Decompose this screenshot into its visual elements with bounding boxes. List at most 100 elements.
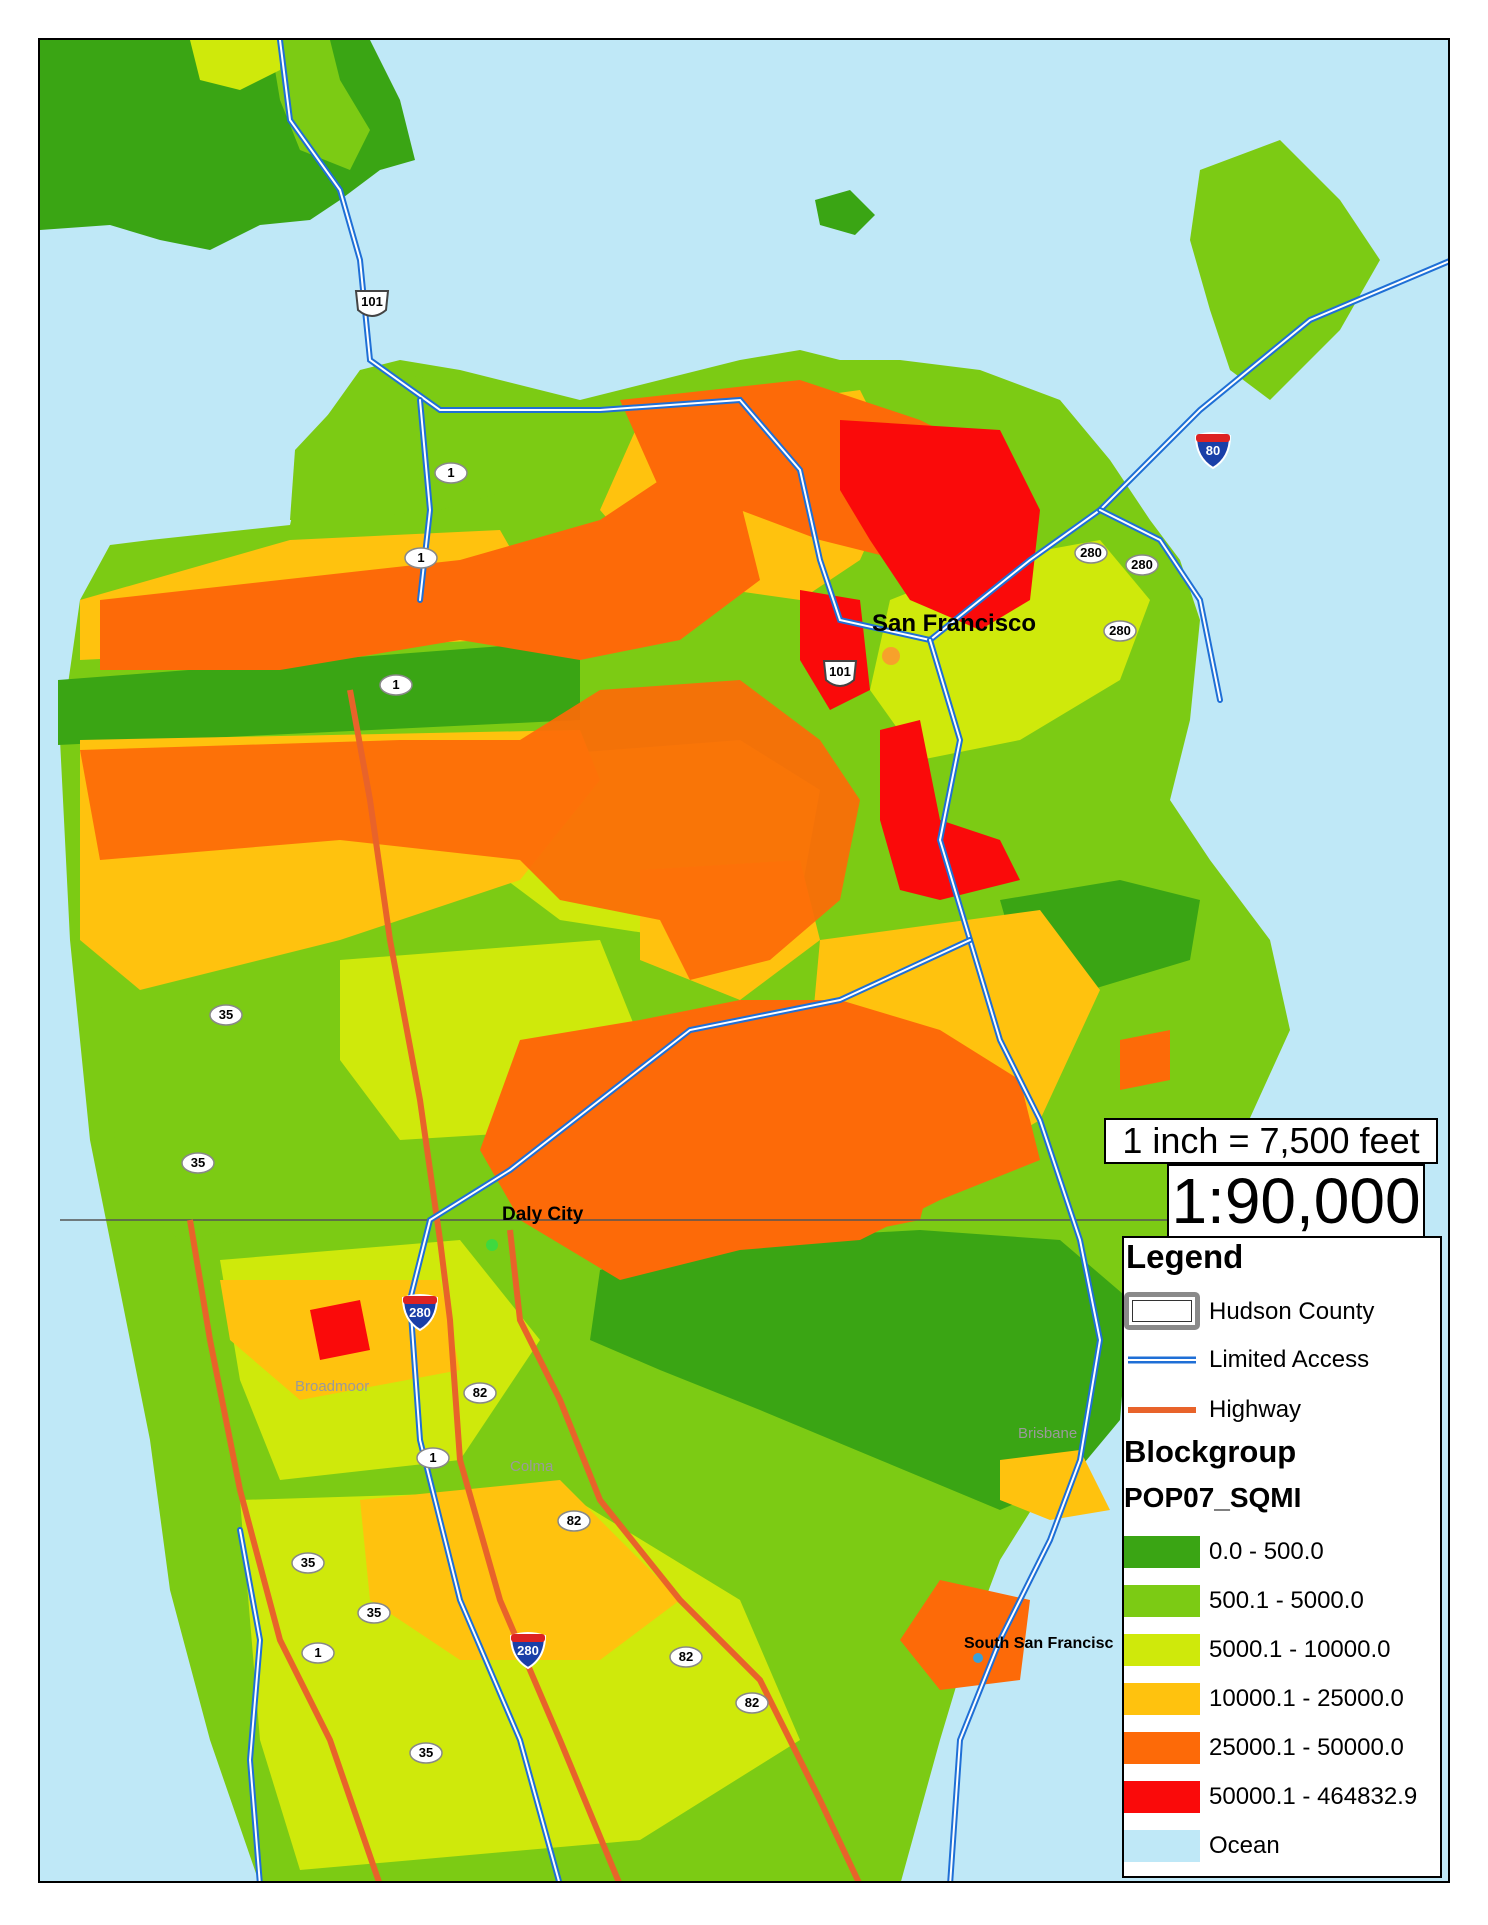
legend-class-item: 25000.1 - 50000.0 [1124,1726,1440,1766]
legend-group-title: Blockgroup [1124,1434,1297,1469]
zone-do5 [740,1100,940,1240]
route-shield-number: 1 [447,465,455,480]
route-shield-number: 80 [1205,443,1221,458]
legend-item-boundary: Hudson County [1124,1290,1440,1330]
route-shield-number: 101 [361,294,383,309]
route-shield-1: 1 [415,1445,451,1476]
route-shield-35: 35 [356,1600,392,1631]
route-shield-82: 82 [668,1644,704,1675]
map-canvas[interactable] [40,40,1450,1883]
legend-class-label: Ocean [1209,1832,1280,1859]
brisbane-zone [1000,1450,1110,1520]
town-label-broadmoor: Broadmoor [295,1378,370,1395]
route-shield-number: 1 [392,677,400,692]
route-shield-number: 280 [517,1643,539,1658]
zone-r3 [880,720,1020,900]
route-shield-101: 101 [352,288,392,327]
legend-class-swatch [1124,1732,1200,1764]
legend-box: Legend Hudson County Limited Access High… [1122,1236,1442,1878]
legend-field-title: POP07_SQMI [1124,1482,1302,1513]
route-shield-number: 280 [1131,557,1153,572]
legend-class-item: 500.1 - 5000.0 [1124,1579,1440,1619]
legend-class-swatch [1124,1781,1200,1813]
route-shield-number: 35 [218,1007,234,1022]
route-shield-number: 280 [1109,623,1131,638]
legend-class-swatch [1124,1683,1200,1715]
legend-label-highway: Highway [1209,1396,1302,1423]
route-shield-number: 82 [566,1513,582,1528]
legend-class-label: 10000.1 - 25000.0 [1209,1685,1404,1712]
route-shield-number: 280 [409,1305,431,1320]
golden-gate-park [58,640,580,745]
route-shield-1: 1 [433,460,469,491]
daly-city-point [486,1239,498,1251]
route-shield-number: 101 [829,664,851,679]
route-shield-number: 1 [429,1450,437,1465]
legend-title: Legend [1126,1238,1244,1275]
city-label-south-san-francisco: South San Francisc [964,1635,1114,1652]
route-shield-101: 101 [820,658,860,697]
route-shield-82: 82 [462,1380,498,1411]
legend-item-limited-access: Limited Access [1124,1338,1440,1378]
scale-text: 1 inch = 7,500 feet [1104,1118,1438,1164]
zone-do7 [900,1580,1030,1690]
legend-class-label: 5000.1 - 10000.0 [1209,1636,1391,1663]
san-bruno-mtn [590,1230,1130,1510]
island-east [1190,140,1380,400]
route-shield-number: 82 [678,1649,694,1664]
route-shield-number: 35 [190,1155,206,1170]
limited-access-roads [237,40,1448,1881]
town-label-brisbane: Brisbane [1018,1425,1078,1442]
legend-class-label: 500.1 - 5000.0 [1209,1587,1364,1614]
highway-82 [507,1229,862,1881]
route-shield-number: 35 [366,1605,382,1620]
route-shield-number: 280 [1080,545,1102,560]
limited-access-swatch [1128,1356,1196,1364]
highway-35 [187,1219,382,1881]
legend-class-item: 50000.1 - 464832.9 [1124,1775,1440,1815]
legend-class-swatch [1124,1634,1200,1666]
legend-class-item: Ocean [1124,1824,1440,1864]
marin-land-west [190,40,280,90]
san-francisco-point [882,647,900,665]
zone-do2 [80,680,860,980]
island-small [815,190,875,235]
route-shield-82: 82 [556,1508,592,1539]
zone-r1 [840,420,1040,630]
legend-class-swatch [1124,1830,1200,1862]
route-shield-1: 1 [378,672,414,703]
zone-do6 [1120,1030,1170,1090]
south-sf-point [973,1653,983,1663]
legend-class-item: 5000.1 - 10000.0 [1124,1628,1440,1668]
route-shield-1: 1 [300,1640,336,1671]
highway-1 [347,689,622,1881]
sw-green [100,990,300,1240]
route-shield-280: 280 [508,1630,548,1675]
route-shield-280: 280 [1102,618,1138,649]
route-shield-80: 80 [1193,430,1233,475]
route-shield-280: 280 [400,1292,440,1337]
scale-ratio: 1:90,000 [1167,1164,1425,1240]
route-shield-number: 82 [472,1385,488,1400]
legend-item-highway: Highway [1124,1388,1440,1428]
route-shield-35: 35 [180,1150,216,1181]
boundary-swatch [1124,1292,1200,1330]
route-shield-35: 35 [408,1740,444,1771]
city-label-daly-city: Daly City [502,1204,584,1225]
route-shield-280: 280 [1073,540,1109,571]
legend-class-label: 0.0 - 500.0 [1209,1538,1324,1565]
map-frame: San Francisco Daly City South San Franci… [38,38,1450,1883]
route-shield-number: 35 [300,1555,316,1570]
legend-class-swatch [1124,1536,1200,1568]
legend-class-item: 10000.1 - 25000.0 [1124,1677,1440,1717]
zone-do1 [100,480,760,670]
legend-class-label: 50000.1 - 464832.9 [1209,1783,1418,1810]
legend-label-boundary: Hudson County [1209,1298,1375,1325]
zone-r4 [310,1300,370,1360]
legend-class-swatch [1124,1585,1200,1617]
legend-label-limited-access: Limited Access [1209,1346,1370,1373]
marin-land-east [270,40,370,170]
route-shield-number: 1 [314,1645,322,1660]
route-shield-35: 35 [208,1002,244,1033]
legend-class-label: 25000.1 - 50000.0 [1209,1734,1404,1761]
